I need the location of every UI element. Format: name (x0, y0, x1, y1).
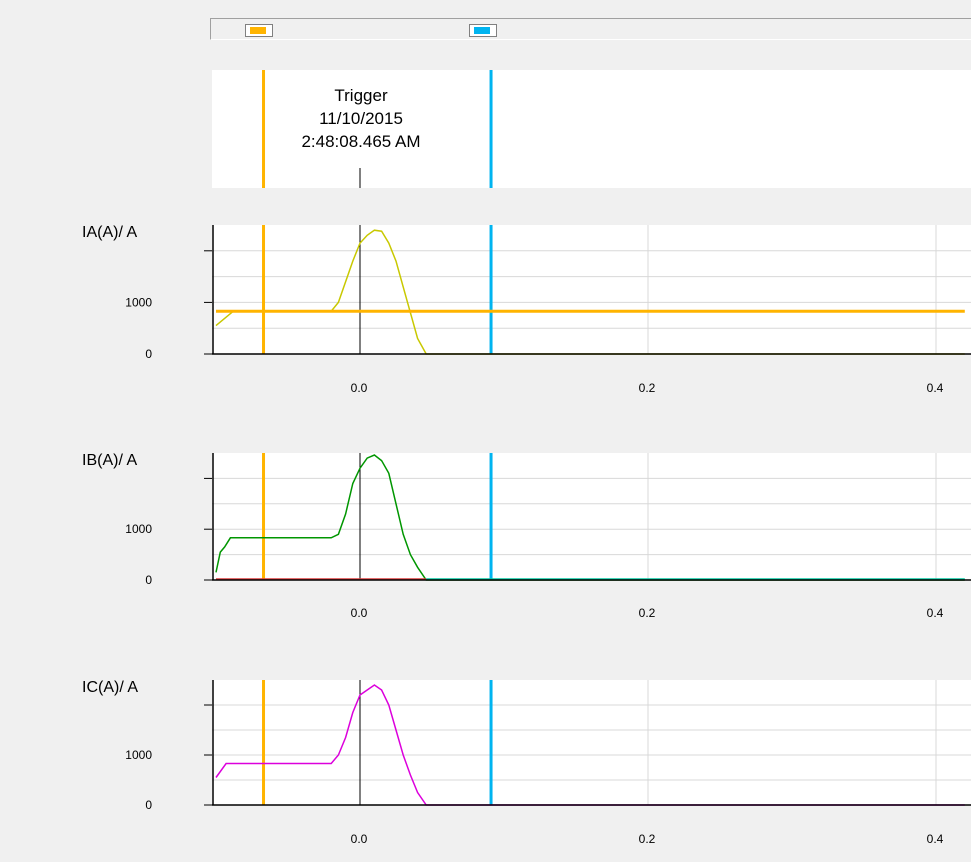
plot-panel-3: IC(A)/ A 0 1000 0.0 0.2 0.4 (82, 679, 971, 846)
cursor-toolbar (210, 18, 971, 40)
x-tick-label: 0.4 (927, 381, 944, 395)
trigger-time: 2:48:08.465 AM (301, 132, 420, 151)
y-tick-label: 1000 (125, 295, 152, 309)
y-axis-label: IC(A)/ A (82, 679, 138, 696)
plot-panel-2: IB(A)/ A 0 1000 0.0 0.2 0.4 (82, 452, 971, 620)
x-tick-label: 0.0 (351, 606, 368, 620)
series-line-1 (215, 454, 965, 581)
x-tick-label: 0.2 (639, 606, 656, 620)
x-tick-label: 0.4 (927, 606, 944, 620)
y-axis-label: IA(A)/ A (82, 224, 137, 241)
x-tick-label: 0.0 (351, 832, 368, 846)
cursor2-color-indicator (474, 27, 490, 34)
series-line-1 (215, 229, 965, 355)
trigger-panel (212, 70, 971, 188)
trigger-label: Trigger (334, 86, 388, 105)
y-tick-label: 0 (145, 347, 152, 361)
trigger-date: 11/10/2015 (319, 109, 403, 128)
cursor2-swatch-button[interactable] (469, 24, 497, 37)
y-tick-label: 1000 (125, 748, 152, 762)
plot-area (212, 453, 971, 580)
y-tick-label: 0 (145, 798, 152, 812)
cursor1-swatch-button[interactable] (245, 24, 273, 37)
cursor1-color-indicator (250, 27, 266, 34)
series-line-1 (215, 684, 965, 806)
x-tick-label: 0.4 (927, 832, 944, 846)
x-tick-label: 0.2 (639, 381, 656, 395)
y-tick-label: 0 (145, 573, 152, 587)
plot-area (212, 225, 971, 354)
plot-area (212, 680, 971, 805)
x-tick-label: 0.0 (351, 381, 368, 395)
y-tick-label: 1000 (125, 522, 152, 536)
plot-panel-1: IA(A)/ A 0 1000 0.0 0.2 0.4 (82, 224, 971, 395)
x-tick-label: 0.2 (639, 832, 656, 846)
y-axis-label: IB(A)/ A (82, 452, 137, 469)
